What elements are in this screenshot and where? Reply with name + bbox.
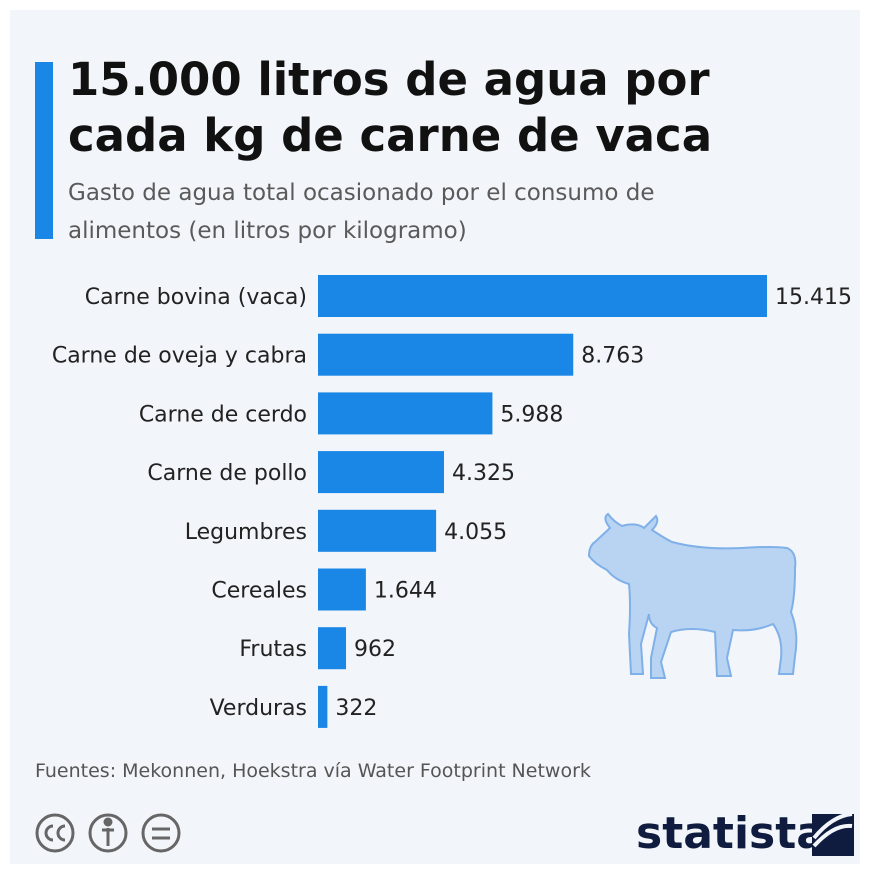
category-label: Cereales xyxy=(211,579,307,604)
chart-subtitle: Gasto de agua total ocasionado por el co… xyxy=(68,180,655,244)
nd-icon xyxy=(141,813,181,853)
bar xyxy=(318,568,366,611)
brand-wave xyxy=(812,812,853,848)
category-label: Carne bovina (vaca) xyxy=(85,285,307,310)
nd-glyph xyxy=(152,827,170,840)
category-label: Carne de oveja y cabra xyxy=(52,344,307,369)
value-label: 5.988 xyxy=(500,402,563,427)
bar xyxy=(318,509,437,552)
source-note: Fuentes: Mekonnen, Hoekstra vía Water Fo… xyxy=(35,760,591,782)
license-icons xyxy=(35,813,181,853)
cc-icon xyxy=(35,813,75,853)
by-body xyxy=(102,828,114,846)
bar xyxy=(318,627,347,670)
value-label: 962 xyxy=(354,637,396,662)
value-label: 15.415 xyxy=(775,285,852,310)
bar xyxy=(318,392,493,435)
category-label: Carne de pollo xyxy=(147,461,307,486)
value-label: 4.325 xyxy=(452,461,515,486)
value-label: 322 xyxy=(335,696,377,721)
bar xyxy=(318,333,574,376)
value-label: 1.644 xyxy=(374,579,437,604)
value-label: 4.055 xyxy=(444,520,507,545)
chart-title: 15.000 litros de agua por cada kg de car… xyxy=(68,53,713,162)
cow-illustration xyxy=(587,512,798,679)
bar xyxy=(318,451,444,494)
category-label: Carne de cerdo xyxy=(139,402,307,427)
by-head xyxy=(103,817,113,827)
bar xyxy=(318,275,767,317)
cc-glyph xyxy=(44,824,66,842)
value-label: 8.763 xyxy=(581,344,644,369)
category-label: Verduras xyxy=(210,696,307,721)
accent-bar xyxy=(35,62,53,239)
bar xyxy=(318,685,328,728)
category-label: Legumbres xyxy=(185,520,307,545)
cow-shape xyxy=(587,512,798,679)
category-label: Frutas xyxy=(239,637,307,662)
brand-name: statista xyxy=(636,808,826,859)
by-icon xyxy=(88,813,128,853)
panel xyxy=(10,10,860,864)
brand-logo: statista xyxy=(636,808,854,859)
